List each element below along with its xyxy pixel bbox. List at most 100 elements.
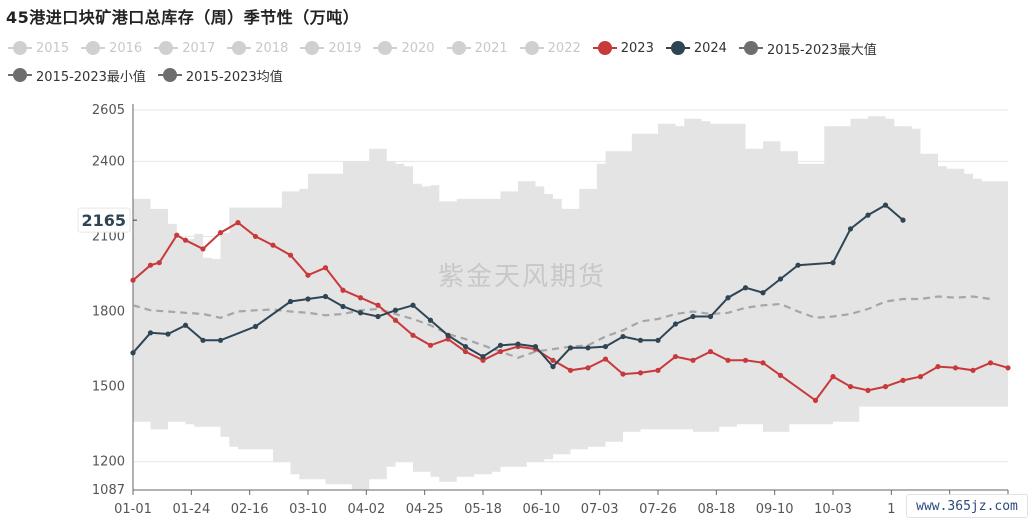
y-tick-label: 1200 <box>92 455 125 470</box>
data-point <box>812 397 819 403</box>
legend-label: 2021 <box>474 40 508 56</box>
data-point <box>760 290 766 296</box>
legend-row: 2015 2016 2017 2018 2019 2020 2021 2022 2023 2024… <box>8 38 889 58</box>
legend-item-2019[interactable]: 2019 <box>300 41 361 56</box>
legend-item-2016[interactable]: 2016 <box>81 41 142 56</box>
data-point <box>340 287 346 293</box>
data-point <box>357 310 364 316</box>
data-point <box>707 348 714 355</box>
chart-title: 45港进口块矿港口总库存（周）季节性（万吨） <box>6 8 360 27</box>
x-tick-label: 08-18 <box>697 502 735 517</box>
legend-label: 2015-2023最小值 <box>36 69 146 85</box>
data-point <box>270 242 276 248</box>
x-tick-label: 1 <box>887 502 895 517</box>
legend-item-2020[interactable]: 2020 <box>373 40 435 56</box>
data-point <box>795 262 801 268</box>
legend-item-2021[interactable]: 2021 <box>446 40 508 56</box>
x-tick-label: 07-03 <box>581 502 619 517</box>
data-point <box>200 337 206 343</box>
data-point <box>830 374 836 380</box>
legend-item-2024[interactable]: 2024 <box>665 40 727 56</box>
data-point <box>462 343 469 350</box>
legend-marker-icon <box>8 41 32 55</box>
data-point <box>620 371 626 377</box>
y-tick-label: 2100 <box>92 229 125 244</box>
legend-label: 2015-2023最大值 <box>766 42 877 58</box>
data-point <box>392 317 399 323</box>
legend-item-2022[interactable]: 2022 <box>519 41 581 56</box>
data-point <box>147 330 154 336</box>
data-point <box>865 387 871 393</box>
data-point <box>174 232 180 238</box>
legend-item-2017[interactable]: 2017 <box>154 41 215 56</box>
legend-marker-icon <box>519 41 544 55</box>
legend-label: 2020 <box>401 40 435 56</box>
y-tick-label: 1500 <box>92 380 125 395</box>
data-point <box>672 353 679 360</box>
data-point <box>777 372 784 378</box>
watermark: 紫金天风期货 <box>438 262 607 292</box>
legend-marker-icon <box>300 41 325 55</box>
data-point <box>235 220 241 226</box>
x-tick-label: 01-24 <box>172 502 210 517</box>
x-tick-label: 10-03 <box>814 502 852 517</box>
data-point <box>550 363 556 370</box>
x-tick-label: 01-01 <box>114 502 152 517</box>
legend-label: 2017 <box>182 40 216 56</box>
x-tick-label: 04-02 <box>347 502 385 517</box>
data-point <box>322 293 329 300</box>
x-tick-label: 03-10 <box>289 502 327 517</box>
data-point <box>375 313 381 320</box>
data-point <box>156 260 162 266</box>
data-point <box>865 212 871 218</box>
data-point <box>620 333 626 340</box>
legend-item-2015-2023最大值[interactable]: 2015-2023最大值 <box>738 39 877 58</box>
data-point <box>830 260 836 266</box>
data-point <box>550 357 556 363</box>
legend-item-2015-2023均值[interactable]: 2015-2023均值 <box>157 66 283 85</box>
data-point <box>375 302 381 308</box>
data-point <box>655 367 661 373</box>
data-point <box>357 295 364 301</box>
legend-label: 2024 <box>693 40 727 56</box>
data-point <box>602 343 609 350</box>
data-point <box>515 341 521 347</box>
site-badge: www.365jz.com <box>906 494 1028 518</box>
x-tick-label: 07-26 <box>639 502 677 517</box>
y-pointer-badge <box>77 207 131 233</box>
data-point <box>130 277 136 283</box>
legend-item-2015[interactable]: 2015 <box>8 41 69 56</box>
data-point <box>952 365 959 371</box>
series-line-2024 <box>132 203 904 369</box>
data-point <box>322 265 329 271</box>
data-point <box>690 313 696 320</box>
legend-item-2015-2023最小值[interactable]: 2015-2023最小值 <box>8 66 146 85</box>
x-tick-label: 09-10 <box>756 502 794 517</box>
data-point <box>900 217 906 223</box>
data-point <box>445 332 451 338</box>
data-point <box>567 345 574 351</box>
legend-marker-icon <box>157 68 182 82</box>
y-pointer-label: 2165 <box>81 211 126 230</box>
data-point <box>847 226 854 232</box>
data-point <box>410 332 416 338</box>
data-point <box>585 345 591 351</box>
data-point <box>760 360 766 366</box>
data-point <box>182 322 189 328</box>
legend-item-2023[interactable]: 2023 <box>592 41 654 56</box>
data-point <box>725 357 731 363</box>
y-tick-label: 1800 <box>92 305 125 320</box>
y-tick-label: 2605 <box>92 103 125 118</box>
data-point <box>165 331 171 337</box>
data-point <box>970 367 976 373</box>
data-point <box>427 342 434 348</box>
legend-marker-icon <box>373 41 398 55</box>
data-point <box>252 323 259 330</box>
data-point <box>882 202 889 208</box>
data-point <box>392 307 399 313</box>
data-point <box>585 365 591 371</box>
legend-marker-icon <box>227 41 252 55</box>
legend-item-2018[interactable]: 2018 <box>227 41 288 56</box>
data-point <box>532 343 539 350</box>
